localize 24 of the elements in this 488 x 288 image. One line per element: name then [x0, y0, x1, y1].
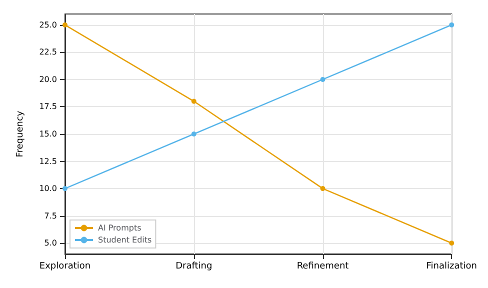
y-tick-label: 7.5: [44, 211, 57, 220]
point: [449, 240, 454, 246]
y-tick-label: 25.0: [39, 20, 57, 30]
point: [191, 98, 196, 104]
x-tick-label: Drafting: [176, 262, 212, 272]
x-tick-label: Refinement: [296, 262, 350, 272]
point: [62, 22, 68, 28]
legend-label: AI Prompts: [98, 224, 142, 232]
y-tick-label: 5.0: [44, 238, 57, 248]
y-tick-label: 17.5: [39, 102, 57, 112]
x-tick-label: Exploration: [39, 262, 91, 272]
y-axis-title: Frequency: [16, 110, 26, 158]
y-tick-label: 20.0: [39, 74, 57, 84]
y-tick-label: 22.5: [39, 48, 57, 57]
legend-label: Student Edits: [98, 236, 152, 244]
y-tick-label: 10.0: [39, 184, 57, 194]
y-tick-label: 12.5: [39, 156, 57, 166]
point: [191, 132, 196, 136]
point: [320, 186, 326, 192]
y-tick-label: 15.0: [39, 130, 57, 138]
point: [62, 186, 68, 192]
point: [449, 22, 454, 28]
x-tick-label: Finalization: [426, 262, 478, 272]
point: [320, 76, 326, 82]
